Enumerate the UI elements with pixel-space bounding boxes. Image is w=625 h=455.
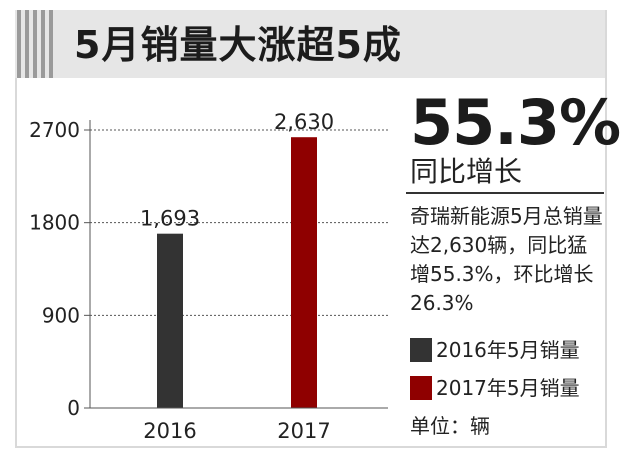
growth-label: 同比增长 <box>410 155 523 188</box>
description-text: 奇瑞新能源5月总销量达2,630辆，同比猛增55.3%，环比增长26.3% <box>410 204 603 315</box>
y-tick-label: 0 <box>67 396 80 420</box>
frame-bottom-edge <box>15 446 607 448</box>
y-tick-label: 900 <box>42 303 80 327</box>
chart-grid <box>90 129 388 316</box>
legend-swatch-2017 <box>410 376 432 400</box>
x-tick-label-2016: 2016 <box>143 419 196 443</box>
legend-label-2017: 2017年5月销量 <box>436 376 580 400</box>
value-label-2016: 1,693 <box>140 207 200 231</box>
frame-left-edge <box>15 78 17 448</box>
bar-2016 <box>157 233 183 408</box>
x-tick-label-2017: 2017 <box>277 419 330 443</box>
title-bar <box>15 10 607 78</box>
chart-bars <box>157 137 317 409</box>
chart-value-labels: 1,693 2,630 <box>140 110 334 230</box>
divider <box>406 192 604 194</box>
title-stripes <box>15 10 57 78</box>
legend-item-2017: 2017年5月销量 <box>410 372 580 401</box>
frame-right-edge <box>605 10 607 448</box>
legend-swatch-2016 <box>410 338 432 362</box>
y-tick-label: 2700 <box>29 118 80 142</box>
page-title: 5月销量大涨超5成 <box>74 23 402 67</box>
unit-label: 单位：辆 <box>410 414 490 438</box>
growth-percentage: 55.3% <box>410 86 621 159</box>
bar-2017 <box>291 137 317 409</box>
legend-item-2016: 2016年5月销量 <box>410 334 580 363</box>
y-tick-label: 1800 <box>29 211 80 235</box>
x-axis: 2016 2017 <box>90 407 388 443</box>
y-axis: 0 900 1800 2700 <box>29 118 91 420</box>
legend-label-2016: 2016年5月销量 <box>436 338 580 362</box>
value-label-2017: 2,630 <box>274 110 334 134</box>
